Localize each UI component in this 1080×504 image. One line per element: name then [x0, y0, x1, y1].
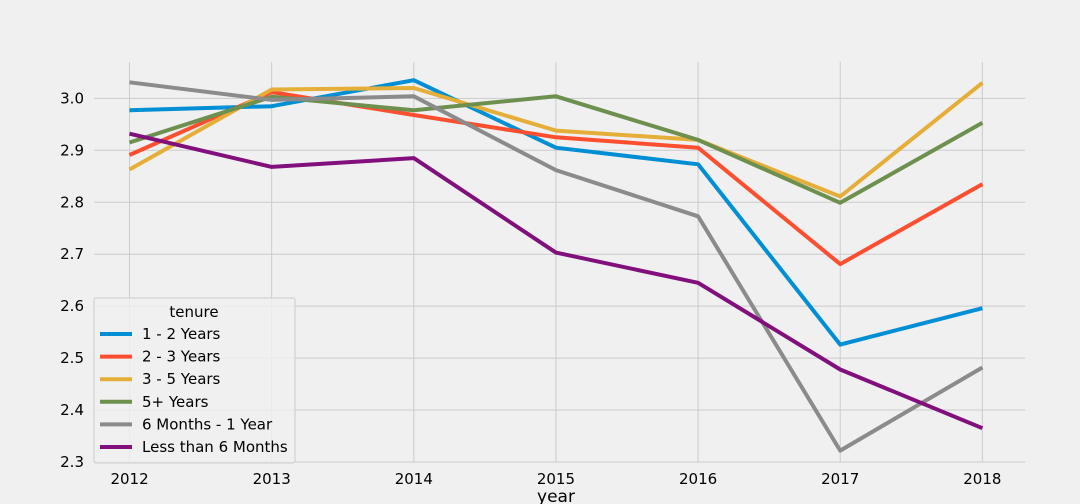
y-tick-label: 2.3: [60, 453, 84, 471]
x-tick-label: 2012: [110, 470, 148, 488]
x-tick-label: 2015: [537, 470, 575, 488]
legend-frame: [93, 297, 296, 464]
legend-title: tenure: [169, 303, 218, 321]
legend: tenure 1 - 2 Years 2 - 3 Years 3 - 5 Years…: [93, 297, 296, 464]
legend-entry-label: 5+ Years: [142, 393, 209, 411]
y-tick-label: 2.5: [60, 349, 84, 367]
x-tick-label: 2018: [963, 470, 1001, 488]
y-tick-label: 2.6: [60, 297, 84, 315]
x-tick-label: 2013: [253, 470, 291, 488]
x-axis-label: year: [537, 487, 575, 504]
legend-entry-label: 3 - 5 Years: [142, 370, 221, 388]
x-tick-label: 2017: [821, 470, 859, 488]
series-line: [129, 131, 984, 431]
legend-items: 1 - 2 Years 2 - 3 Years 3 - 5 Years 5+ Year…: [100, 325, 288, 456]
x-tick-label: 2016: [679, 470, 717, 488]
legend-entry-label: Less than 6 Months: [142, 438, 288, 456]
x-tick-label: 2014: [395, 470, 433, 488]
series-line: [129, 80, 984, 453]
series-line: [128, 90, 984, 267]
series-line: [128, 94, 984, 205]
legend-entry-label: 1 - 2 Years: [142, 325, 221, 343]
tick-labels: 2.3 2.4 2.5 2.6 2.7 2.8 2.9 3.0 2012 2013 2014 2015…: [60, 89, 1001, 488]
legend-entry-label: 2 - 3 Years: [142, 348, 221, 366]
y-tick-label: 2.4: [60, 401, 84, 419]
y-tick-label: 2.8: [60, 193, 84, 211]
series-line: [129, 78, 983, 347]
series-lines: [128, 78, 984, 453]
y-tick-label: 3.0: [60, 89, 84, 107]
legend-entry-label: 6 Months - 1 Year: [142, 415, 273, 433]
y-tick-label: 2.7: [60, 245, 84, 263]
y-tick-label: 2.9: [60, 141, 84, 159]
series-line: [128, 81, 984, 199]
